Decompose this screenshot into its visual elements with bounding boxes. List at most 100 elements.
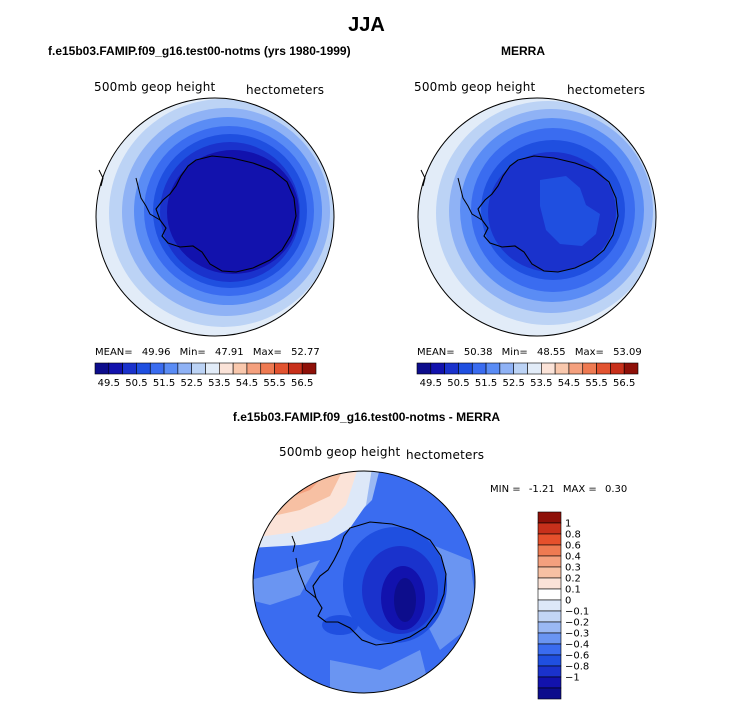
season-title: JJA — [348, 14, 385, 36]
obs-colorbar-swatch — [499, 362, 514, 375]
obs-colorbar-swatch — [527, 362, 542, 375]
model-colorbar-swatch — [94, 362, 110, 375]
diff-colorbar-tick-label: −0.3 — [565, 629, 589, 640]
model-mean-label: MEAN= — [95, 347, 133, 358]
diff-colorbar-tick-label: 0.6 — [565, 541, 581, 552]
diff-colorbar-swatch — [537, 588, 562, 601]
obs-polar-map — [417, 97, 657, 337]
obs-map-border — [417, 97, 657, 337]
model-colorbar-swatch — [288, 362, 303, 375]
obs-colorbar-tick-label: 51.5 — [475, 378, 497, 389]
diff-colorbar-swatch — [537, 687, 562, 700]
model-min-label: Min= — [179, 347, 206, 358]
diff-colorbar-swatch — [537, 522, 562, 535]
obs-colorbar-swatch — [513, 362, 528, 375]
obs-colorbar-tick-label: 56.5 — [613, 378, 635, 389]
model-colorbar-swatch — [301, 362, 317, 375]
obs-min-label: Min= — [501, 347, 528, 358]
model-colorbar-tick-label: 52.5 — [181, 378, 203, 389]
model-colorbar-swatch — [108, 362, 123, 375]
diff-colorbar-swatch — [537, 511, 562, 524]
model-mean-value: 49.96 — [141, 347, 171, 358]
model-colorbar-swatch — [246, 362, 262, 375]
diff-colorbar-tick-label: 0.3 — [565, 563, 581, 574]
diff-colorbar-tick-label: −0.8 — [565, 662, 589, 673]
model-colorbar-swatch — [260, 362, 275, 375]
obs-colorbar-swatch — [568, 362, 584, 375]
model-colorbar: 49.5 50.5 51.5 52.5 53.5 54.5 55.5 56.5 — [94, 362, 317, 389]
obs-min-value: 48.55 — [536, 347, 566, 358]
obs-colorbar-swatch — [554, 362, 570, 375]
obs-mean-label: MEAN= — [417, 347, 455, 358]
diff-colorbar-tick-label: 1 — [565, 519, 571, 530]
model-colorbar-swatch — [149, 362, 165, 375]
obs-stats: MEAN= 50.38 Min= 48.55 Max= 53.09 — [417, 347, 642, 358]
diff-colorbar-swatch — [537, 610, 562, 623]
diff-max-value: 0.30 — [604, 484, 628, 495]
obs-colorbar-tick-label: 52.5 — [503, 378, 525, 389]
diff-colorbar-swatch — [537, 555, 562, 568]
diff-colorbar-tick-label: 0.1 — [565, 585, 581, 596]
model-coastline-antarctica — [155, 155, 297, 273]
diff-map-border — [252, 470, 476, 694]
obs-panel-title: MERRA — [501, 44, 545, 58]
diff-colorbar: 10.80.60.40.30.20.10−0.1−0.2−0.3−0.4−0.6… — [537, 511, 589, 700]
diff-colorbar-tick-label: −0.6 — [565, 651, 589, 662]
obs-colorbar-swatch — [471, 362, 487, 375]
model-map-border — [95, 97, 335, 337]
model-colorbar-swatch — [232, 362, 248, 375]
model-colorbar-tick-label: 56.5 — [291, 378, 313, 389]
diff-polar-map — [252, 470, 476, 694]
diff-colorbar-tick-label: 0 — [565, 596, 571, 607]
obs-colorbar-swatch — [485, 362, 501, 375]
diff-colorbar-tick-label: 0.2 — [565, 574, 581, 585]
diff-coastline-south-america — [291, 535, 296, 553]
model-max-value: 52.77 — [291, 347, 320, 358]
obs-colorbar-tick-label: 55.5 — [585, 378, 607, 389]
model-colorbar-swatch — [122, 362, 137, 375]
obs-colorbar: 49.5 50.5 51.5 52.5 53.5 54.5 55.5 56.5 — [416, 362, 639, 389]
model-colorbar-tick-label: 49.5 — [98, 378, 120, 389]
diff-colorbar-swatch — [537, 665, 562, 678]
diff-colorbar-swatch — [537, 566, 562, 579]
obs-colorbar-swatch — [596, 362, 611, 375]
model-max-label: Max= — [252, 347, 282, 358]
obs-variable-label: 500mb geop height — [414, 80, 536, 94]
diff-colorbar-swatch — [537, 544, 562, 557]
obs-coastline-peninsula — [457, 177, 483, 221]
diff-colorbar-swatch — [537, 533, 562, 546]
model-coastline-peninsula — [135, 177, 161, 221]
obs-colorbar-swatch — [623, 362, 639, 375]
obs-mean-value: 50.38 — [463, 347, 493, 358]
model-colorbar-swatch — [136, 362, 151, 375]
diff-colorbar-swatch — [537, 599, 562, 612]
model-colorbar-swatch — [205, 362, 220, 375]
diff-units-label: hectometers — [406, 448, 485, 462]
model-colorbar-tick-label: 50.5 — [125, 378, 147, 389]
diff-colorbar-tick-label: 0.4 — [565, 552, 581, 563]
model-colorbar-swatch — [219, 362, 234, 375]
model-colorbar-tick-label: 55.5 — [263, 378, 285, 389]
diff-colorbar-tick-label: 0.8 — [565, 530, 581, 541]
model-stats: MEAN= 49.96 Min= 47.91 Max= 52.77 — [95, 347, 320, 358]
obs-units-label: hectometers — [567, 83, 646, 97]
model-colorbar-tick-label: 53.5 — [208, 378, 230, 389]
obs-coastline-antarctica — [477, 155, 619, 273]
diff-colorbar-swatch — [537, 643, 562, 656]
diff-min-value: -1.21 — [528, 484, 555, 495]
diff-colorbar-swatch — [537, 632, 562, 645]
diff-colorbar-swatch — [537, 654, 562, 667]
diff-min-label: MIN = — [490, 484, 521, 495]
diff-colorbar-tick-label: −0.2 — [565, 618, 589, 629]
obs-colorbar-tick-label: 53.5 — [530, 378, 552, 389]
obs-colorbar-swatch — [430, 362, 445, 375]
diff-max-label: MAX = — [562, 484, 597, 495]
diff-coastline-antarctica — [312, 521, 447, 646]
obs-colorbar-swatch — [610, 362, 625, 375]
model-colorbar-swatch — [274, 362, 289, 375]
model-colorbar-swatch — [163, 362, 179, 375]
diff-coastline-peninsula — [295, 557, 317, 599]
obs-colorbar-swatch — [444, 362, 459, 375]
obs-colorbar-swatch — [416, 362, 432, 375]
